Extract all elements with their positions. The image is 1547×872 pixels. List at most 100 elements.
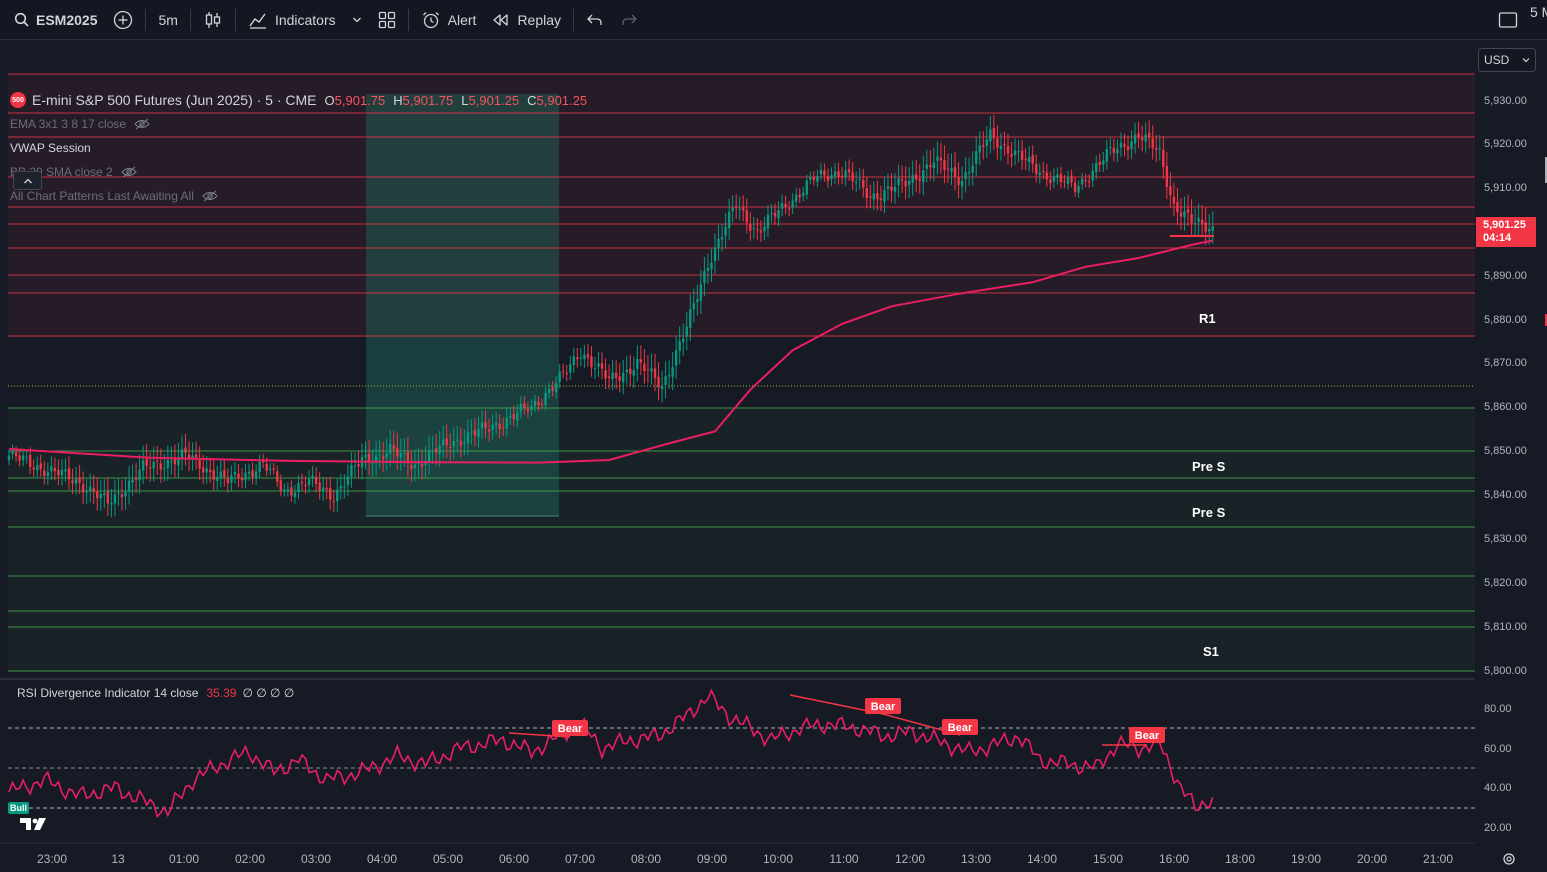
candle-body [1080, 178, 1084, 185]
svg-text:Bear: Bear [871, 701, 896, 713]
candle-body [1084, 180, 1087, 182]
eye-hidden-icon[interactable] [202, 190, 218, 202]
time-axis-label: 10:00 [763, 852, 793, 866]
rsi-legend[interactable]: RSI Divergence Indicator 14 close 35.39 … [17, 686, 294, 700]
candle-body [1056, 174, 1059, 178]
candle-body [847, 169, 851, 173]
chart-area[interactable]: R1 Pre S Pre S S1 Bear Bear Bear Bear [0, 40, 1547, 872]
toolbar-divider [573, 8, 575, 31]
candle-body [1020, 150, 1024, 160]
candle-body [918, 178, 921, 181]
currency-select[interactable]: USD [1478, 48, 1536, 72]
tradingview-logo[interactable] [20, 816, 50, 835]
chart-canvas[interactable]: R1 Pre S Pre S S1 Bear Bear Bear Bear [0, 40, 1547, 872]
indicators-button[interactable]: Indicators [240, 0, 344, 40]
last-price-value: 5,901.25 [1483, 219, 1526, 231]
symbol-search[interactable]: ESM2025 [0, 0, 105, 40]
candle-body [1003, 144, 1006, 146]
candle-body [678, 341, 681, 351]
layout-button[interactable] [370, 0, 404, 40]
candle-body [498, 423, 501, 430]
candle-body [1197, 218, 1200, 222]
candle-body [219, 471, 222, 478]
alarm-clock-icon [422, 11, 439, 28]
candle-body [862, 179, 865, 188]
search-icon [14, 12, 29, 27]
price-axis[interactable]: 5,930.00 5,920.00 5,910.00 5,890.00 5,880.00… [1484, 95, 1527, 677]
candle-body [339, 485, 343, 489]
candle-body [110, 503, 113, 505]
candle-body [39, 463, 42, 470]
candle-body [434, 448, 438, 453]
candle-body [286, 489, 290, 491]
candle-body [11, 450, 14, 455]
candle-body [152, 461, 155, 469]
rewind-icon [493, 13, 509, 26]
alert-button[interactable]: Alert [413, 0, 485, 40]
candle-body [1063, 181, 1066, 183]
candle-body [314, 476, 318, 484]
fullscreen-button[interactable] [1490, 0, 1526, 40]
candle-body [25, 456, 28, 458]
candle-body [420, 463, 424, 467]
undo-button[interactable] [578, 0, 612, 40]
indicator-bb-row[interactable]: BB 20 SMA close 2 [10, 160, 587, 184]
svg-text:Bear: Bear [558, 723, 583, 735]
layout-grid-icon [378, 11, 395, 28]
time-axis-label: 19:00 [1291, 852, 1321, 866]
price-axis-label: 5,890.00 [1484, 270, 1527, 282]
eye-hidden-icon[interactable] [134, 118, 150, 130]
time-axis-label: 05:00 [433, 852, 463, 866]
candle-body [1102, 160, 1105, 165]
chart-type-button[interactable] [195, 0, 231, 40]
candle-body [14, 452, 18, 457]
symbol-legend-row[interactable]: 500 E-mini S&P 500 Futures (Jun 2025) · … [10, 88, 587, 112]
indicator-templates-dropdown[interactable] [344, 0, 370, 40]
candle-body [502, 427, 505, 429]
candle-body [28, 455, 32, 468]
toolbar-divider [407, 8, 409, 31]
candle-body [127, 480, 131, 492]
compare-button[interactable] [105, 0, 141, 40]
bear-tag: Bear [1129, 727, 1165, 743]
indicator-ema-label: EMA 3x1 3 8 17 close [10, 117, 127, 131]
interval-button[interactable]: 5m [158, 11, 178, 28]
eye-hidden-icon[interactable] [120, 166, 137, 178]
redo-button[interactable] [612, 0, 646, 40]
indicator-patterns-row[interactable]: All Chart Patterns Last Awaiting All [10, 184, 587, 208]
candle-body [579, 357, 583, 359]
candle-body [904, 180, 907, 187]
candle-body [456, 439, 459, 441]
candle-body [569, 364, 572, 373]
high-label: H [393, 92, 403, 108]
candle-body [374, 455, 378, 463]
candle-body [939, 157, 943, 161]
price-axis-label: 5,880.00 [1484, 314, 1527, 326]
level-label-pre-s: Pre S [1192, 505, 1226, 520]
time-axis[interactable]: 23:00 13 01:00 02:00 03:00 04:00 05:00 06:00 07:… [37, 852, 1453, 866]
candle-body [996, 138, 999, 148]
candle-body [336, 489, 339, 502]
candle-body [85, 491, 88, 493]
candle-body [364, 455, 367, 458]
candle-body [791, 200, 794, 208]
indicator-vwap-row[interactable]: VWAP Session [10, 136, 587, 160]
square-icon [1498, 11, 1518, 28]
candle-body [403, 453, 406, 455]
replay-button[interactable]: Replay [484, 0, 569, 40]
candle-body [1027, 156, 1031, 163]
candle-body [699, 284, 703, 301]
candle-body [978, 145, 981, 153]
candle-body [879, 198, 883, 200]
indicator-ema-row[interactable]: EMA 3x1 3 8 17 close [10, 112, 587, 136]
candle-body [509, 415, 512, 418]
rsi-axis[interactable]: 80.00 60.00 40.00 20.00 [1484, 703, 1512, 834]
candle-body [516, 412, 519, 421]
candle-body [643, 363, 646, 372]
candle-body [134, 477, 138, 480]
gear-icon[interactable] [1503, 853, 1515, 865]
candle-body [558, 371, 561, 382]
candle-body [703, 271, 706, 284]
candle-body [1098, 161, 1101, 165]
collapse-legend-button[interactable] [13, 171, 42, 190]
